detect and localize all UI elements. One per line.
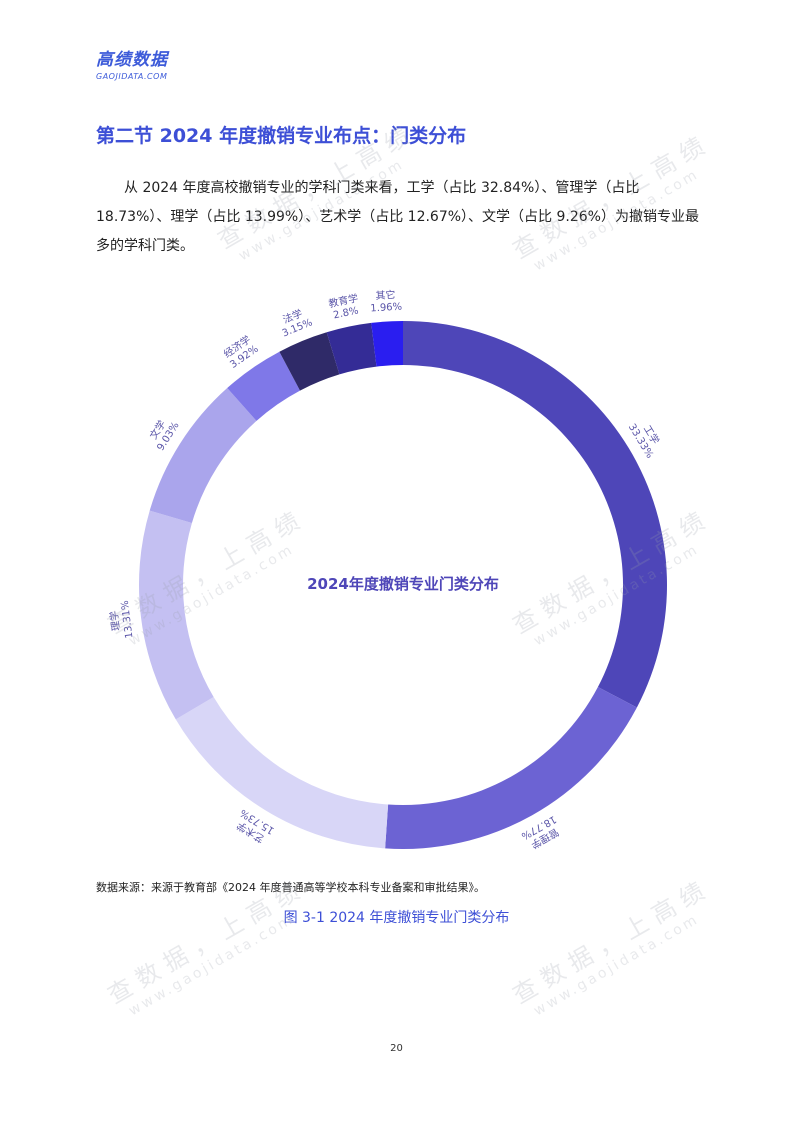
watermark: 查数据，上高绩 www.gaojidata.com bbox=[505, 868, 724, 1024]
brand-logo: 高绩数据 GAOJIDATA.COM bbox=[96, 50, 168, 81]
slice-label-name: 理学 bbox=[107, 610, 122, 631]
body-paragraph: 从 2024 年度高校撤销专业的学科门类来看，工学（占比 32.84%）、管理学… bbox=[96, 180, 699, 254]
section-title: 第二节 2024 年度撤销专业布点：门类分布 bbox=[96, 125, 467, 147]
slice-label-value: 13.31% bbox=[120, 600, 136, 639]
slice-label-value: 1.96% bbox=[370, 302, 402, 315]
slice-2 bbox=[175, 696, 389, 849]
slice-3 bbox=[139, 510, 214, 720]
source-note: 数据来源：来源于教育部《2024 年度普通高等学校本科专业备案和审批结果》。 bbox=[96, 881, 485, 894]
donut-chart: 工学33.33%管理学18.77%艺术学15.73%理学13.31%文学9.03… bbox=[107, 288, 668, 851]
slice-5 bbox=[227, 351, 300, 421]
slice-4 bbox=[149, 388, 257, 523]
slice-7 bbox=[326, 322, 377, 375]
page-number: 20 bbox=[390, 1043, 403, 1054]
slice-6 bbox=[279, 332, 340, 391]
slice-1 bbox=[385, 687, 637, 849]
slice-0 bbox=[403, 321, 668, 708]
chart-center-title: 2024年度撤销专业门类分布 bbox=[307, 575, 499, 593]
figure-caption: 图 3-1 2024 年度撤销专业门类分布 bbox=[283, 910, 510, 926]
slice-label-value: 2.8% bbox=[332, 305, 359, 321]
slice-label-4: 文学9.03% bbox=[147, 418, 182, 453]
brand-domain: GAOJIDATA.COM bbox=[96, 72, 168, 81]
chart-slices bbox=[139, 321, 668, 849]
brand-name: 高绩数据 bbox=[96, 50, 168, 70]
slice-8 bbox=[371, 321, 403, 367]
slice-label-8: 其它1.96% bbox=[370, 288, 402, 315]
slice-label-6: 法学3.15% bbox=[281, 307, 315, 340]
slice-label-name: 其它 bbox=[375, 288, 396, 302]
watermark-text: 查数据，上高绩 bbox=[508, 873, 716, 1010]
